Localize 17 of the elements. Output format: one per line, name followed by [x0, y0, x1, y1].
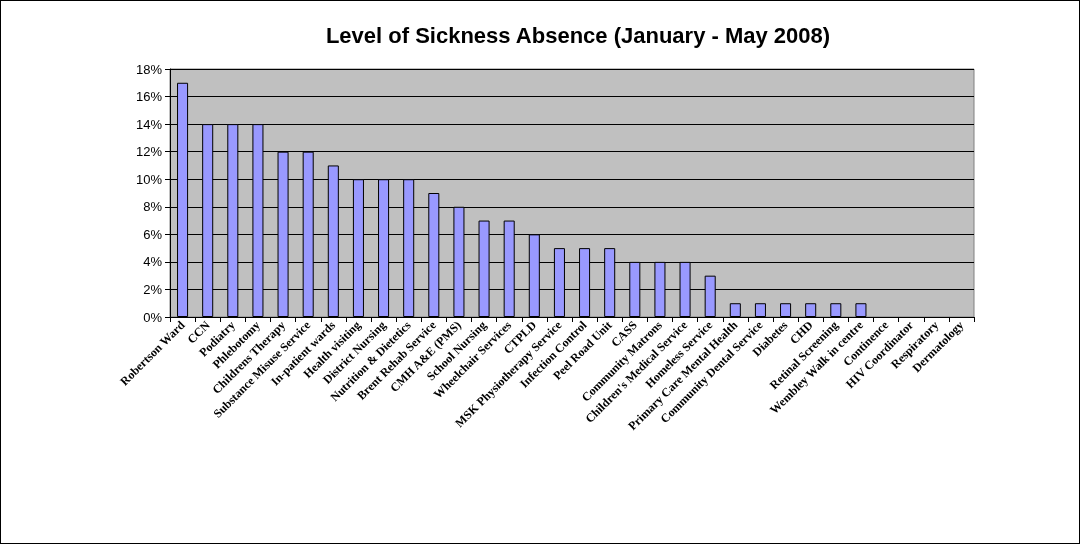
- y-tick-label: 2%: [143, 281, 163, 297]
- chart-title: Level of Sickness Absence (January - May 2008): [325, 22, 831, 48]
- y-tick-label: 18%: [135, 61, 163, 77]
- bar: [780, 303, 792, 317]
- bar: [729, 303, 741, 317]
- y-tick-label: 10%: [135, 171, 163, 187]
- y-tick-label: 0%: [143, 309, 163, 325]
- y-tick-label: 6%: [143, 226, 163, 242]
- y-tick-label: 14%: [135, 116, 163, 132]
- bar: [855, 303, 867, 317]
- y-tick-label: 12%: [135, 144, 163, 160]
- y-tick-label: 4%: [143, 254, 163, 270]
- y-tick-label: 8%: [143, 199, 163, 215]
- y-tick-label: 16%: [135, 89, 163, 105]
- bar: [754, 303, 766, 317]
- bar: [830, 303, 842, 317]
- bar: [805, 303, 817, 317]
